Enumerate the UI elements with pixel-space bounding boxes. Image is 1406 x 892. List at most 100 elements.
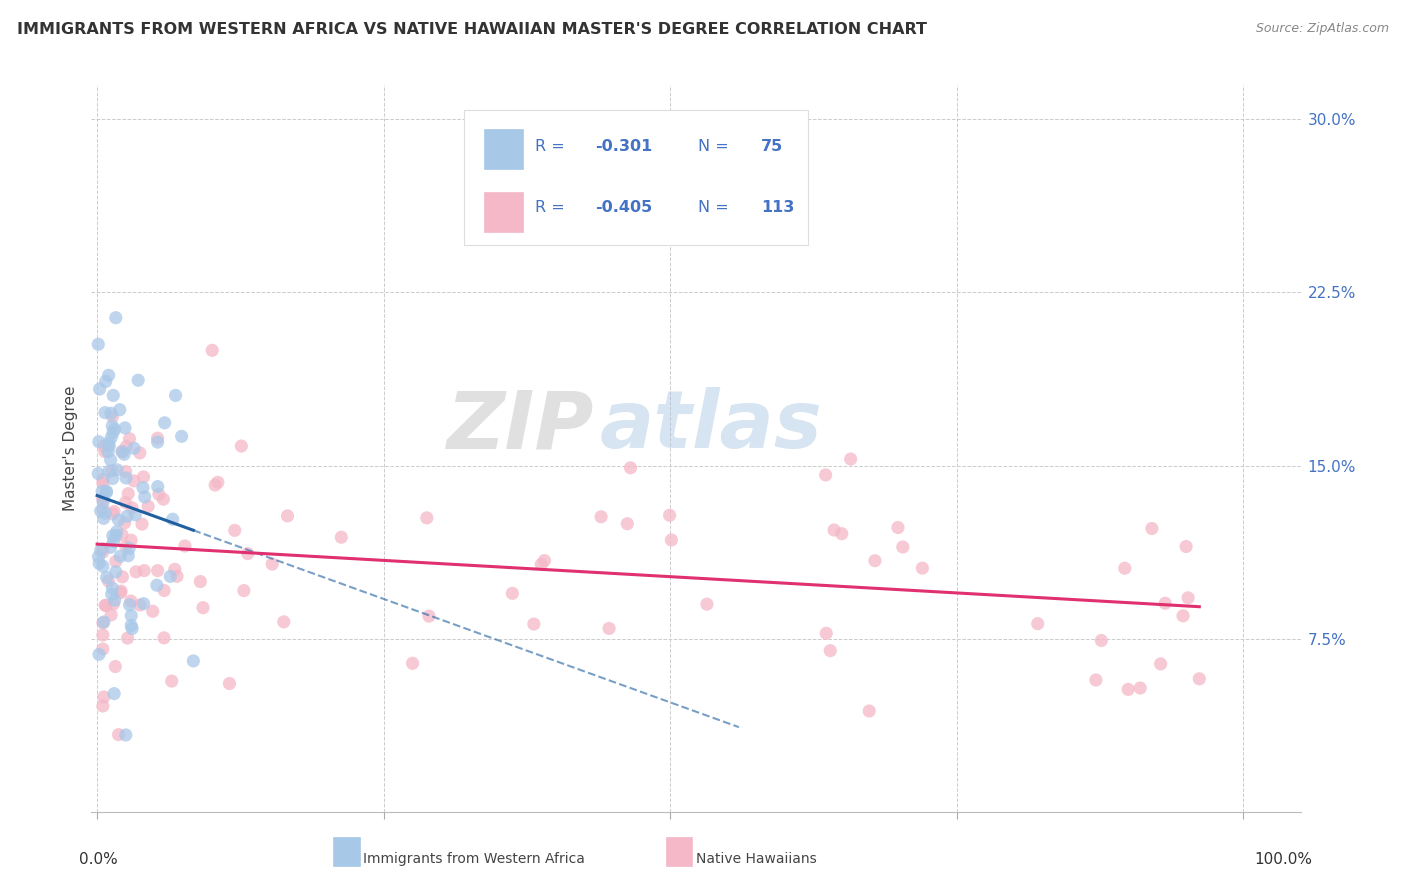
Point: [128, 446, 150, 460]
Point: [146, 480, 169, 494]
Text: IMMIGRANTS FROM WESTERN AFRICA VS NATIVE HAWAIIAN MASTER'S DEGREE CORRELATION CH: IMMIGRANTS FROM WESTERN AFRICA VS NATIVE…: [17, 22, 927, 37]
Text: Source: ZipAtlas.com: Source: ZipAtlas.com: [1256, 22, 1389, 36]
Point: [94, 406, 117, 420]
Point: [136, 500, 159, 514]
Point: [153, 631, 176, 645]
Point: [132, 470, 155, 484]
Point: [276, 508, 298, 523]
Point: [114, 728, 136, 742]
Point: [115, 471, 138, 485]
Bar: [484, 193, 523, 232]
Point: [115, 540, 138, 554]
Point: [911, 561, 934, 575]
Point: [523, 617, 546, 632]
Point: [101, 529, 124, 543]
Point: [132, 597, 155, 611]
Point: [100, 453, 122, 467]
Point: [117, 486, 139, 500]
Point: [93, 511, 115, 525]
Point: [191, 600, 214, 615]
Y-axis label: Master's Degree: Master's Degree: [63, 385, 79, 511]
Point: [97, 464, 120, 478]
Point: [401, 657, 423, 671]
Point: [100, 587, 122, 601]
Point: [91, 628, 114, 642]
Point: [91, 495, 114, 509]
Point: [658, 508, 681, 523]
Point: [616, 516, 638, 531]
Point: [1188, 672, 1211, 686]
Point: [97, 444, 120, 458]
Point: [696, 597, 718, 611]
Point: [831, 526, 853, 541]
Text: atlas: atlas: [599, 387, 823, 466]
Point: [90, 504, 112, 518]
Point: [94, 375, 117, 389]
Point: [820, 643, 842, 657]
Point: [262, 557, 284, 571]
Point: [117, 631, 139, 645]
Point: [121, 622, 143, 636]
Point: [1084, 673, 1107, 687]
Point: [104, 422, 127, 436]
Point: [122, 474, 145, 488]
Point: [501, 586, 523, 600]
Point: [101, 471, 124, 485]
FancyBboxPatch shape: [464, 111, 808, 244]
Text: 75: 75: [761, 139, 783, 154]
Point: [224, 524, 246, 538]
Point: [188, 574, 211, 589]
Point: [120, 533, 142, 548]
Point: [101, 581, 124, 595]
Point: [111, 444, 134, 458]
Text: 0.0%: 0.0%: [79, 852, 118, 867]
Point: [115, 440, 138, 454]
Point: [111, 570, 134, 584]
Point: [94, 599, 117, 613]
Point: [101, 425, 124, 440]
Text: 113: 113: [761, 201, 794, 216]
Point: [107, 513, 129, 527]
Point: [132, 481, 155, 495]
Text: -0.405: -0.405: [596, 201, 652, 216]
Point: [91, 491, 114, 506]
Point: [93, 615, 115, 629]
Point: [91, 541, 114, 556]
Point: [863, 554, 886, 568]
Point: [96, 570, 118, 584]
Point: [114, 516, 136, 530]
Point: [159, 569, 181, 583]
Point: [146, 431, 169, 445]
Point: [207, 475, 229, 490]
Point: [122, 442, 145, 456]
Point: [134, 564, 156, 578]
Point: [163, 562, 186, 576]
Point: [1171, 608, 1194, 623]
Point: [330, 530, 353, 544]
Point: [114, 495, 136, 509]
Point: [100, 607, 122, 622]
Point: [103, 597, 125, 611]
Point: [104, 310, 127, 325]
Point: [94, 599, 117, 613]
Point: [100, 431, 122, 445]
Point: [103, 388, 125, 402]
Bar: [665, 838, 692, 866]
Point: [118, 598, 141, 612]
Point: [91, 615, 114, 630]
Point: [108, 402, 131, 417]
Point: [100, 541, 122, 555]
Point: [91, 559, 114, 574]
Point: [1090, 633, 1112, 648]
Point: [94, 506, 117, 520]
Point: [87, 434, 110, 449]
Text: -0.301: -0.301: [596, 139, 652, 154]
Point: [111, 528, 134, 542]
Point: [90, 543, 112, 558]
Point: [1177, 591, 1199, 605]
Point: [87, 467, 110, 481]
Point: [104, 528, 127, 542]
Point: [87, 549, 110, 564]
Point: [619, 460, 641, 475]
Point: [236, 547, 259, 561]
